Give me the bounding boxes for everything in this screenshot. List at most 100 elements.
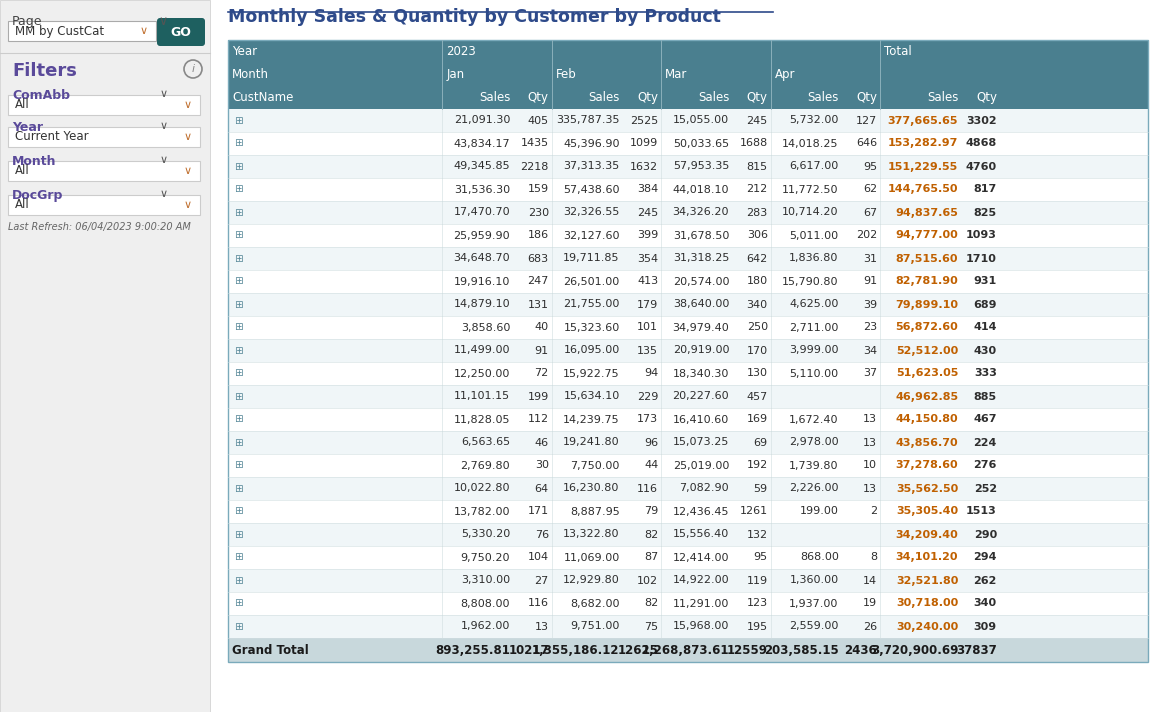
Text: 2,769.80: 2,769.80 xyxy=(460,461,510,471)
Text: 76: 76 xyxy=(534,530,549,540)
Bar xyxy=(228,40,1148,662)
Text: ∨: ∨ xyxy=(183,132,192,142)
Text: 104: 104 xyxy=(527,553,549,562)
Text: 45,396.90: 45,396.90 xyxy=(563,139,620,149)
Text: 10,022.80: 10,022.80 xyxy=(454,483,510,493)
Text: 1513: 1513 xyxy=(966,506,997,516)
Text: 34: 34 xyxy=(863,345,877,355)
Text: 294: 294 xyxy=(973,553,997,562)
Text: 14,018.25: 14,018.25 xyxy=(782,139,839,149)
Text: 35,562.50: 35,562.50 xyxy=(896,483,958,493)
Text: 95: 95 xyxy=(754,553,767,562)
Text: 5,732.00: 5,732.00 xyxy=(789,115,839,125)
Text: ⊞: ⊞ xyxy=(233,437,242,448)
Text: Year: Year xyxy=(232,45,257,58)
Text: 245: 245 xyxy=(637,207,658,217)
Text: 262: 262 xyxy=(974,575,997,585)
Text: 8: 8 xyxy=(870,553,877,562)
Text: 192: 192 xyxy=(747,461,767,471)
Text: 8,682.00: 8,682.00 xyxy=(570,599,620,609)
Bar xyxy=(8,195,200,215)
Text: ⊞: ⊞ xyxy=(233,506,242,516)
Text: 16,230.80: 16,230.80 xyxy=(563,483,620,493)
Text: Last Refresh: 06/04/2023 9:00:20 AM: Last Refresh: 06/04/2023 9:00:20 AM xyxy=(8,222,190,232)
Text: 1688: 1688 xyxy=(740,139,767,149)
Text: 38,640.00: 38,640.00 xyxy=(673,300,729,310)
Text: 43,834.17: 43,834.17 xyxy=(454,139,510,149)
Text: 26: 26 xyxy=(863,622,877,632)
Text: 35,305.40: 35,305.40 xyxy=(897,506,958,516)
Text: Grand Total: Grand Total xyxy=(232,644,309,656)
Text: 1,672.40: 1,672.40 xyxy=(789,414,839,424)
Text: 1,962.00: 1,962.00 xyxy=(460,622,510,632)
Text: 2: 2 xyxy=(870,506,877,516)
Bar xyxy=(228,63,1148,86)
Text: 1435: 1435 xyxy=(520,139,549,149)
Text: 14,239.75: 14,239.75 xyxy=(563,414,620,424)
Text: 26,501.00: 26,501.00 xyxy=(563,276,620,286)
Text: 252: 252 xyxy=(974,483,997,493)
Text: 32,127.60: 32,127.60 xyxy=(563,231,620,241)
Text: 159: 159 xyxy=(527,184,549,194)
Text: 202: 202 xyxy=(856,231,877,241)
Text: 689: 689 xyxy=(973,300,997,310)
Bar xyxy=(228,132,1148,155)
Text: 12559: 12559 xyxy=(727,644,767,656)
Text: 169: 169 xyxy=(747,414,767,424)
Text: 95: 95 xyxy=(863,162,877,172)
Text: 5,011.00: 5,011.00 xyxy=(789,231,839,241)
Text: All: All xyxy=(15,199,30,211)
Text: 1,836.80: 1,836.80 xyxy=(789,253,839,263)
Text: 3302: 3302 xyxy=(966,115,997,125)
Text: 230: 230 xyxy=(527,207,549,217)
Text: 20,919.00: 20,919.00 xyxy=(673,345,729,355)
Text: Qty: Qty xyxy=(637,91,658,104)
Text: Qty: Qty xyxy=(856,91,877,104)
Text: 868.00: 868.00 xyxy=(800,553,839,562)
Text: 112: 112 xyxy=(527,414,549,424)
Text: ∨: ∨ xyxy=(183,100,192,110)
Text: 72: 72 xyxy=(534,369,549,379)
Text: 27: 27 xyxy=(534,575,549,585)
Text: 7,750.00: 7,750.00 xyxy=(570,461,620,471)
Text: 646: 646 xyxy=(856,139,877,149)
Bar xyxy=(228,316,1148,339)
Text: ⊞: ⊞ xyxy=(233,207,242,217)
Text: Qty: Qty xyxy=(976,91,997,104)
Text: 153,282.97: 153,282.97 xyxy=(887,139,958,149)
Text: 8,887.95: 8,887.95 xyxy=(570,506,620,516)
Text: 19: 19 xyxy=(863,599,877,609)
Text: 102: 102 xyxy=(637,575,658,585)
Text: ⊞: ⊞ xyxy=(233,553,242,562)
Text: 2525: 2525 xyxy=(630,115,658,125)
Text: ⊞: ⊞ xyxy=(233,622,242,632)
Text: 2,711.00: 2,711.00 xyxy=(789,323,839,333)
Text: Sales: Sales xyxy=(479,91,510,104)
Text: 62: 62 xyxy=(863,184,877,194)
Bar xyxy=(8,21,156,41)
Text: ⊞: ⊞ xyxy=(233,461,242,471)
Text: 815: 815 xyxy=(747,162,767,172)
Bar xyxy=(228,408,1148,431)
Text: 2,978.00: 2,978.00 xyxy=(789,437,839,448)
Text: 30,718.00: 30,718.00 xyxy=(896,599,958,609)
Bar xyxy=(228,86,1148,109)
Text: 14: 14 xyxy=(863,575,877,585)
Text: 116: 116 xyxy=(527,599,549,609)
Text: 52,512.00: 52,512.00 xyxy=(896,345,958,355)
Text: 151,229.55: 151,229.55 xyxy=(887,162,958,172)
Text: 96: 96 xyxy=(644,437,658,448)
Text: 430: 430 xyxy=(974,345,997,355)
Text: 87: 87 xyxy=(644,553,658,562)
Text: 51,623.05: 51,623.05 xyxy=(896,369,958,379)
Text: 13: 13 xyxy=(534,622,549,632)
Text: 46,962.85: 46,962.85 xyxy=(896,392,958,402)
Text: i: i xyxy=(192,64,195,74)
Text: Month: Month xyxy=(232,68,269,81)
Bar xyxy=(228,224,1148,247)
Text: 1,268,873.61: 1,268,873.61 xyxy=(642,644,729,656)
Text: 46: 46 xyxy=(534,437,549,448)
Text: 15,073.25: 15,073.25 xyxy=(673,437,729,448)
Bar xyxy=(228,638,1148,662)
Bar xyxy=(228,569,1148,592)
